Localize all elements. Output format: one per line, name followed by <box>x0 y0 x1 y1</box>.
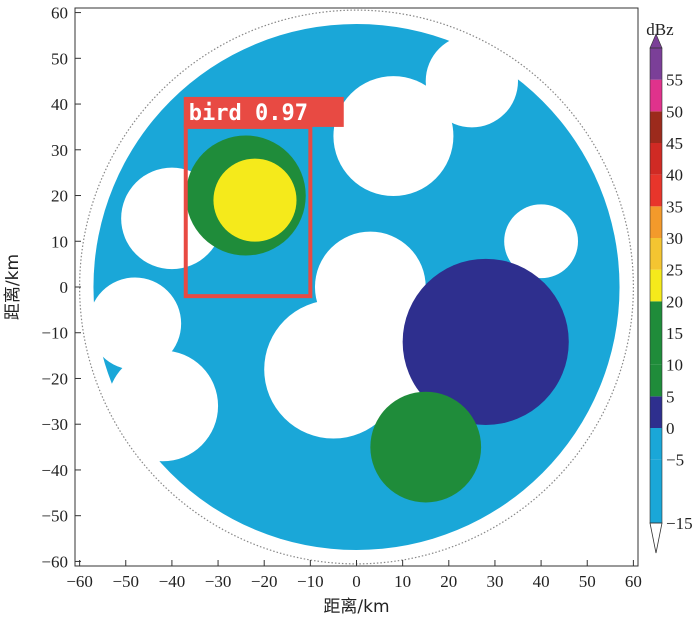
colorbar-tick-label: 35 <box>666 197 683 216</box>
x-tick-label: 40 <box>533 572 550 591</box>
clear-air-east <box>504 204 579 279</box>
bird-detection: bird 0.97 <box>183 96 344 299</box>
clear-air-west <box>88 277 182 370</box>
detection-label: bird 0.97 <box>189 101 308 126</box>
x-tick-label: 0 <box>352 572 361 591</box>
bird-echo-yellow <box>213 158 297 242</box>
x-tick-label: 30 <box>486 572 503 591</box>
y-tick-label: −50 <box>41 507 68 526</box>
colorbar-tick-label: 5 <box>666 387 675 406</box>
y-tick-label: −60 <box>41 552 68 571</box>
clear-air-center <box>314 231 426 343</box>
y-axis-label: 距离/km <box>3 254 23 320</box>
colorbar-bin <box>650 301 662 333</box>
x-tick-label: 60 <box>625 572 642 591</box>
colorbar-tick-label: 40 <box>666 166 683 185</box>
colorbar-tick-label: 20 <box>666 292 683 311</box>
colorbar-tick-label: 15 <box>666 324 683 343</box>
colorbar-frame <box>649 47 663 524</box>
clear-air-north-2 <box>425 35 519 128</box>
y-tick-label: 40 <box>51 95 68 114</box>
y-tick-label: 10 <box>51 232 68 251</box>
y-tick-label: −40 <box>41 461 68 480</box>
colorbar-bin <box>650 269 662 302</box>
colorbar-bin <box>650 364 662 397</box>
x-tick-label: 10 <box>394 572 411 591</box>
colorbar-tick-label: 45 <box>666 134 683 153</box>
colorbar-tick-label: 0 <box>666 419 675 438</box>
y-tick-label: 50 <box>51 49 68 68</box>
colorbar-bin <box>650 143 662 175</box>
colorbar-tick-label: 10 <box>666 356 683 375</box>
echo-layer <box>88 23 620 551</box>
colorbar-bin <box>650 174 662 207</box>
colorbar-tick-label: 50 <box>666 102 683 121</box>
moderate-echo-south <box>370 391 482 503</box>
colorbar-bin <box>650 79 662 112</box>
y-tick-label: 30 <box>51 141 68 160</box>
y-tick-label: 20 <box>51 187 68 206</box>
y-tick-label: −20 <box>41 369 68 388</box>
colorbar-tick-label: −5 <box>666 451 684 470</box>
x-tick-label: −50 <box>112 572 139 591</box>
colorbar-bin <box>650 111 662 143</box>
colorbar-bin <box>650 238 662 270</box>
x-axis: −60 −50 −40 −30 −20 −10 0 10 20 30 40 50 60 <box>66 560 642 591</box>
colorbar-bin <box>650 396 662 428</box>
colorbar-bin <box>650 206 662 238</box>
x-tick-label: −60 <box>66 572 93 591</box>
colorbar-tick-label: 55 <box>666 71 683 90</box>
x-tick-label: −30 <box>205 572 232 591</box>
x-tick-label: 20 <box>440 572 457 591</box>
colorbar-tick-label: −15 <box>666 514 693 533</box>
y-tick-label: −30 <box>41 415 68 434</box>
colorbar-tick-label: 30 <box>666 229 683 248</box>
y-tick-label: −10 <box>41 324 68 343</box>
x-tick-label: −40 <box>159 572 186 591</box>
colorbar-bin <box>650 333 662 365</box>
clear-air-north <box>333 76 454 197</box>
colorbar-bin <box>650 459 662 523</box>
clear-air-southwest <box>107 350 219 462</box>
colorbar-bins <box>649 33 663 554</box>
plot-area: −60 −50 −40 −30 −20 −10 0 10 20 30 40 50 60 60 50 40 30… <box>41 4 641 591</box>
y-tick-label: 60 <box>51 4 68 23</box>
y-axis: 60 50 40 30 20 10 0 −10 −20 −30 −40 −50 −60 <box>41 4 81 571</box>
colorbar-unit: dBz <box>646 20 674 39</box>
x-axis-label: 距离/km <box>323 597 389 617</box>
colorbar-bottom-extension <box>649 522 663 554</box>
colorbar-bin <box>650 428 662 460</box>
colorbar-bin <box>650 48 662 80</box>
x-tick-label: 50 <box>579 572 596 591</box>
y-tick-label: 0 <box>60 278 69 297</box>
colorbar-tick-label: 25 <box>666 261 683 280</box>
detection-label-background <box>183 96 344 127</box>
x-tick-label: −20 <box>251 572 278 591</box>
x-tick-label: −10 <box>297 572 324 591</box>
moderate-echo-east <box>402 258 569 425</box>
